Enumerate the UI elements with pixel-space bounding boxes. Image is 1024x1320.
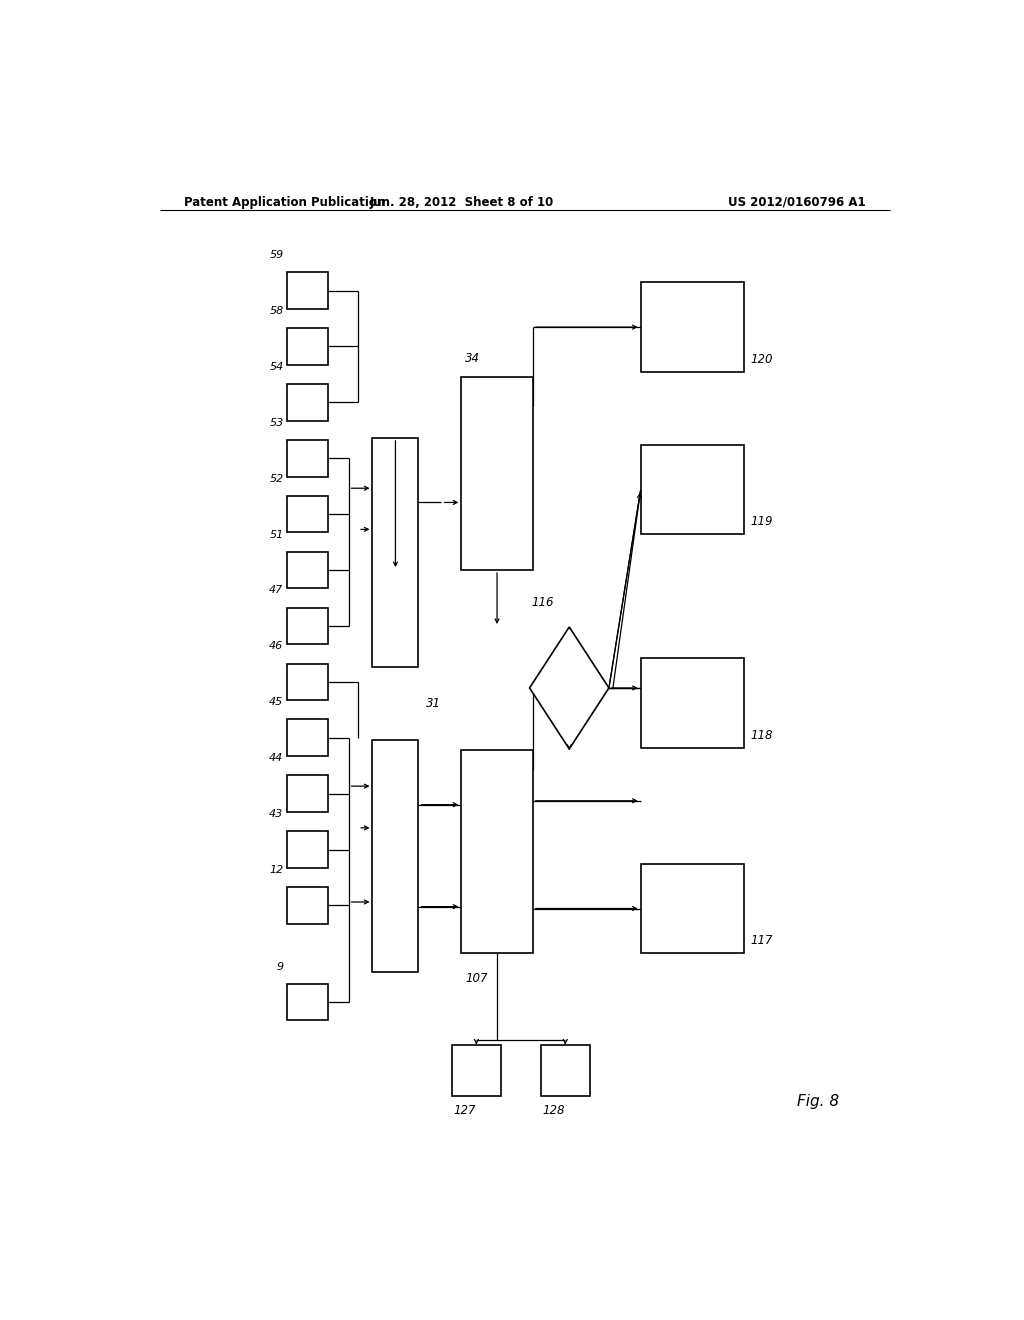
Bar (641, 445, 743, 535)
Text: 120: 120 (751, 352, 773, 366)
Bar (287, 384, 328, 421)
Bar (373, 438, 419, 667)
Text: 127: 127 (454, 1104, 476, 1117)
Text: 51: 51 (269, 529, 284, 540)
Text: 43: 43 (269, 809, 284, 818)
Text: 53: 53 (269, 417, 284, 428)
Bar (287, 552, 328, 589)
Bar (287, 607, 328, 644)
Bar (287, 664, 328, 700)
Polygon shape (529, 627, 609, 748)
Text: 116: 116 (531, 595, 554, 609)
Bar (287, 329, 328, 364)
Bar (287, 719, 328, 756)
Bar (641, 282, 743, 372)
Text: 44: 44 (269, 754, 284, 763)
Text: 46: 46 (269, 642, 284, 651)
Bar (461, 750, 532, 953)
Text: 52: 52 (269, 474, 284, 483)
Text: 9: 9 (276, 961, 284, 972)
Bar (461, 378, 532, 570)
Text: 118: 118 (751, 729, 773, 742)
Bar (641, 863, 743, 953)
Text: 59: 59 (269, 249, 284, 260)
Text: Jun. 28, 2012  Sheet 8 of 10: Jun. 28, 2012 Sheet 8 of 10 (370, 195, 553, 209)
Bar (452, 1044, 501, 1096)
Bar (287, 887, 328, 924)
Text: 31: 31 (426, 697, 441, 710)
Text: 54: 54 (269, 362, 284, 372)
Bar (287, 440, 328, 477)
Bar (287, 832, 328, 867)
Text: 12: 12 (269, 865, 284, 875)
Bar (541, 1044, 590, 1096)
Bar (641, 659, 743, 748)
Bar (373, 739, 419, 972)
Bar (287, 983, 328, 1020)
Text: 34: 34 (465, 351, 480, 364)
Text: US 2012/0160796 A1: US 2012/0160796 A1 (728, 195, 866, 209)
Text: 58: 58 (269, 306, 284, 315)
Text: 117: 117 (751, 935, 773, 948)
Text: 45: 45 (269, 697, 284, 708)
Text: 107: 107 (465, 972, 487, 985)
Bar (287, 496, 328, 532)
Text: Fig. 8: Fig. 8 (798, 1094, 840, 1109)
Text: 128: 128 (543, 1104, 565, 1117)
Bar (287, 775, 328, 812)
Text: 119: 119 (751, 515, 773, 528)
Text: 47: 47 (269, 586, 284, 595)
Bar (287, 272, 328, 309)
Text: Patent Application Publication: Patent Application Publication (183, 195, 385, 209)
